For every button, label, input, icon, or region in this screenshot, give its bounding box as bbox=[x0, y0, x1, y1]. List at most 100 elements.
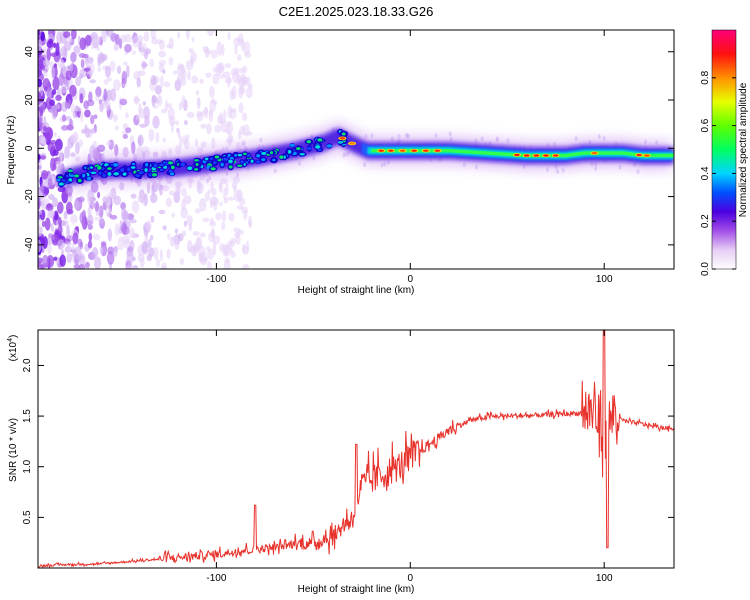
colorbar: 0.0 0.2 0.4 0.6 0.8 Normalized spectral ampl… bbox=[700, 29, 749, 276]
noise-speckle bbox=[111, 139, 115, 149]
ridge-blob bbox=[194, 168, 199, 171]
noise-speckle bbox=[104, 65, 111, 78]
noise-speckle bbox=[636, 169, 640, 175]
noise-speckle bbox=[132, 264, 139, 269]
noise-speckle bbox=[236, 54, 242, 61]
noise-speckle bbox=[146, 254, 153, 262]
noise-speckle bbox=[159, 249, 163, 262]
spectrogram-ridge bbox=[61, 121, 674, 192]
noise-speckle bbox=[123, 239, 131, 249]
ridge-blob bbox=[69, 174, 75, 177]
noise-speckle bbox=[84, 34, 92, 47]
ridge-blob bbox=[228, 165, 233, 169]
spectrogram-y-tick-label: -40 bbox=[24, 237, 35, 252]
noise-speckle bbox=[135, 113, 140, 121]
noise-speckle bbox=[53, 132, 58, 138]
noise-speckle bbox=[38, 158, 42, 173]
noise-speckle bbox=[123, 211, 129, 221]
noise-speckle bbox=[243, 41, 251, 56]
noise-speckle bbox=[91, 247, 99, 258]
noise-speckle bbox=[41, 169, 49, 180]
ridge-blob bbox=[220, 162, 224, 167]
noise-speckle bbox=[212, 235, 221, 245]
noise-speckle bbox=[242, 263, 250, 269]
noise-speckle bbox=[98, 205, 104, 219]
noise-speckle bbox=[130, 193, 137, 199]
noise-speckle bbox=[122, 134, 128, 139]
ridge-blob bbox=[138, 171, 144, 175]
noise-speckle bbox=[109, 188, 116, 200]
ridge-blob bbox=[214, 155, 220, 159]
noise-speckle bbox=[178, 101, 183, 111]
noise-speckle bbox=[48, 193, 55, 200]
noise-speckle bbox=[206, 123, 212, 135]
noise-speckle bbox=[148, 128, 155, 142]
noise-speckle bbox=[46, 255, 55, 268]
noise-speckle bbox=[204, 192, 211, 202]
noise-speckle bbox=[90, 39, 94, 50]
noise-speckle bbox=[97, 52, 105, 64]
noise-speckle bbox=[50, 222, 54, 232]
noise-speckle bbox=[89, 145, 96, 159]
noise-speckle bbox=[40, 31, 45, 42]
noise-speckle bbox=[186, 111, 195, 119]
ridge-blob bbox=[187, 166, 193, 171]
ridge-peak bbox=[411, 149, 417, 152]
noise-speckle bbox=[222, 71, 231, 78]
noise-speckle bbox=[221, 43, 225, 57]
noise-speckle bbox=[126, 253, 135, 264]
noise-speckle bbox=[125, 65, 130, 78]
ridge-blob bbox=[317, 138, 323, 142]
noise-speckle bbox=[42, 125, 47, 131]
ridge-blob bbox=[113, 172, 119, 176]
noise-speckle bbox=[214, 124, 221, 133]
noise-speckle bbox=[181, 230, 187, 237]
noise-speckle bbox=[80, 58, 85, 69]
colorbar-tick-label: 0.2 bbox=[700, 214, 711, 228]
noise-speckle bbox=[66, 86, 70, 91]
noise-speckle bbox=[73, 264, 80, 269]
noise-speckle bbox=[179, 258, 184, 266]
noise-speckle bbox=[86, 99, 95, 107]
noise-speckle bbox=[116, 65, 122, 75]
noise-speckle bbox=[40, 136, 47, 145]
noise-speckle bbox=[175, 182, 181, 197]
ridge-blob bbox=[272, 158, 276, 162]
noise-speckle bbox=[212, 73, 220, 85]
noise-speckle bbox=[66, 124, 74, 131]
noise-speckle bbox=[227, 196, 235, 201]
ridge-outer-band bbox=[61, 128, 674, 188]
noise-speckle bbox=[112, 79, 121, 91]
noise-speckle bbox=[99, 102, 104, 113]
colorbar-tick-label: 0.0 bbox=[700, 262, 711, 276]
ridge-blob bbox=[102, 174, 107, 177]
noise-speckle bbox=[70, 214, 78, 224]
noise-speckle bbox=[88, 69, 93, 79]
spectrogram-x-label: Height of straight line (km) bbox=[298, 285, 415, 296]
noise-speckle bbox=[215, 212, 222, 221]
noise-speckle bbox=[40, 183, 45, 194]
ridge-blob bbox=[89, 166, 94, 169]
ridge-blob bbox=[151, 173, 158, 177]
ridge-blob bbox=[68, 178, 73, 182]
snr-frame bbox=[37, 329, 675, 569]
noise-speckle bbox=[60, 46, 68, 57]
noise-speckle bbox=[211, 97, 215, 104]
noise-speckle bbox=[65, 241, 72, 246]
noise-speckle bbox=[139, 257, 145, 268]
snr-axes: -100 0 100 0.5 1.0 1.5 2.0 bbox=[22, 330, 674, 584]
noise-speckle bbox=[197, 245, 206, 258]
noise-speckle bbox=[93, 233, 101, 241]
noise-speckle bbox=[63, 211, 68, 220]
ridge-blob bbox=[67, 169, 73, 173]
snr-series-line bbox=[38, 330, 674, 568]
noise-speckle bbox=[46, 86, 53, 99]
noise-speckle bbox=[171, 212, 176, 218]
noise-speckle bbox=[200, 256, 209, 262]
noise-speckle bbox=[144, 115, 150, 127]
noise-speckle bbox=[89, 79, 96, 84]
noise-speckle bbox=[64, 116, 72, 121]
noise-speckle bbox=[118, 38, 123, 49]
noise-speckle bbox=[194, 208, 201, 214]
